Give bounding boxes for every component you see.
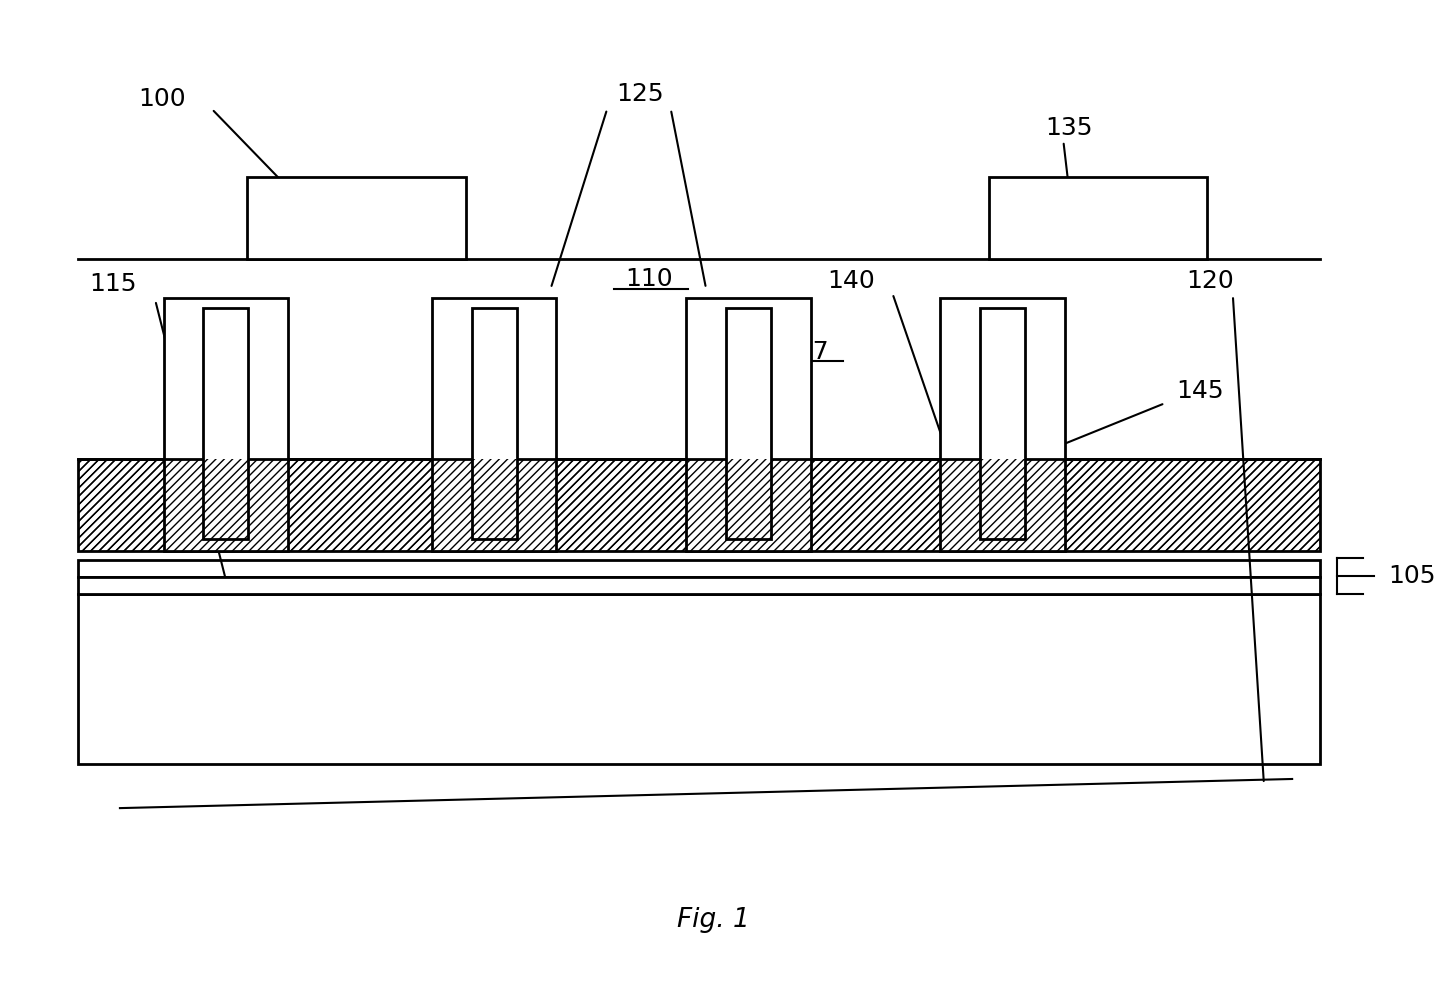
Bar [203, 308, 248, 539]
Text: 110: 110 [626, 267, 674, 291]
Text: 120: 120 [1187, 269, 1235, 293]
Text: Fig. 1: Fig. 1 [677, 907, 749, 933]
Text: 107: 107 [781, 340, 829, 363]
Bar [78, 595, 1320, 764]
Bar [78, 458, 1320, 551]
Bar [246, 177, 467, 259]
Bar [164, 298, 288, 551]
Text: 140: 140 [827, 269, 875, 293]
Bar [687, 298, 810, 551]
Bar [726, 308, 771, 539]
Text: 115: 115 [90, 272, 136, 296]
Text: 105: 105 [1388, 564, 1436, 588]
Bar [432, 298, 556, 551]
Text: 130: 130 [216, 327, 264, 351]
Bar [78, 577, 1320, 595]
Text: 125: 125 [616, 83, 664, 106]
Bar [980, 308, 1026, 539]
Text: 145: 145 [1177, 378, 1224, 403]
Text: 135: 135 [1045, 116, 1093, 140]
Bar [78, 458, 1320, 551]
Bar [940, 298, 1065, 551]
Bar [78, 559, 1320, 577]
Bar [471, 308, 517, 539]
Text: 100: 100 [139, 88, 185, 111]
Bar [988, 177, 1207, 259]
